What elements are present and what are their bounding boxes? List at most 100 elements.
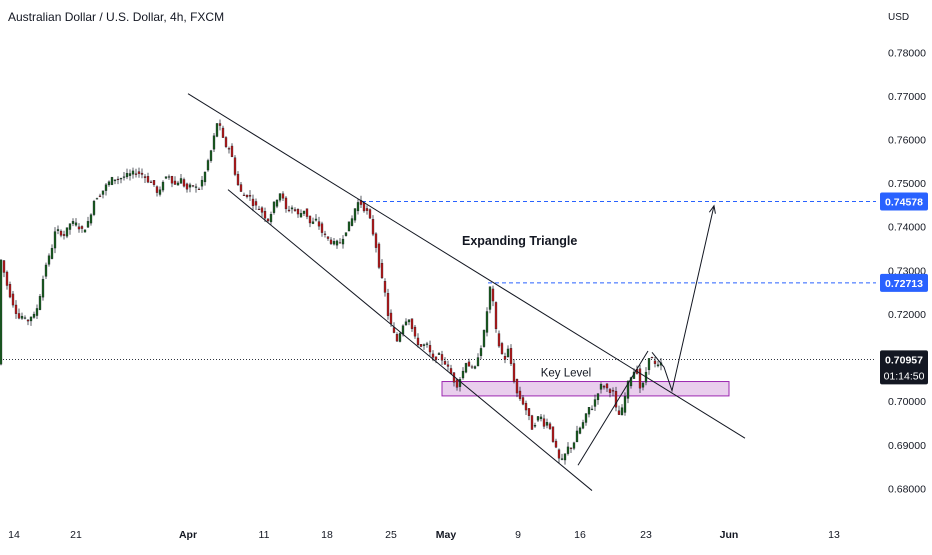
candle <box>299 209 303 218</box>
candle <box>20 312 24 320</box>
candle <box>53 227 57 254</box>
candle <box>617 405 621 415</box>
pattern-annotation: Expanding Triangle <box>462 234 577 248</box>
candle <box>335 239 339 249</box>
candle <box>194 183 198 193</box>
x-tick-label: 18 <box>321 529 333 541</box>
price-tag <box>880 192 928 211</box>
candle <box>245 194 249 199</box>
candle <box>413 324 417 339</box>
candle <box>71 218 75 227</box>
candle <box>149 180 153 183</box>
candle <box>338 238 342 244</box>
candle <box>419 343 423 348</box>
candle <box>311 217 315 225</box>
candle <box>164 176 168 180</box>
candle <box>494 301 498 333</box>
candle <box>59 229 63 238</box>
candle <box>26 319 30 326</box>
candle <box>230 143 234 158</box>
upper-trendline <box>187 93 746 439</box>
candle <box>512 359 516 384</box>
candle <box>158 186 162 197</box>
candle <box>488 286 492 314</box>
candle <box>614 386 618 412</box>
candle <box>536 415 540 422</box>
y-tick-label: 0.78000 <box>888 47 926 59</box>
candle <box>317 216 321 230</box>
candle <box>38 293 42 311</box>
candle <box>347 221 351 232</box>
candle <box>65 227 69 239</box>
candle <box>518 386 522 401</box>
candle <box>263 207 267 222</box>
candle <box>122 171 126 181</box>
candle <box>254 198 258 211</box>
candle <box>293 207 297 212</box>
candle <box>152 180 156 187</box>
key-level-zone <box>441 381 730 397</box>
candle <box>440 350 444 366</box>
currency-label: USD <box>888 12 909 23</box>
candle <box>314 214 318 222</box>
candle <box>461 367 465 380</box>
x-tick-label: 16 <box>574 529 586 541</box>
candle <box>173 176 177 186</box>
candle <box>290 205 294 214</box>
candle <box>464 362 468 374</box>
candle <box>344 232 348 237</box>
candle <box>656 360 660 368</box>
candle <box>320 221 324 237</box>
candle <box>5 270 9 290</box>
candle <box>482 329 486 348</box>
countdown-label: 01:14:50 <box>884 370 925 382</box>
candle <box>584 413 588 426</box>
candle <box>50 244 54 260</box>
candle <box>485 307 489 337</box>
candle <box>563 453 567 465</box>
x-tick-label: 13 <box>828 529 840 541</box>
candle <box>497 330 501 348</box>
candle <box>575 425 579 443</box>
candle <box>104 182 108 196</box>
candle <box>578 426 582 435</box>
candle <box>506 345 510 358</box>
levels-layer <box>0 201 876 360</box>
candle <box>281 191 285 202</box>
chart-title: Australian Dollar / U.S. Dollar, 4h, FXC… <box>8 10 225 24</box>
candle <box>101 190 105 199</box>
candle <box>185 182 189 193</box>
candle <box>458 376 462 392</box>
candle <box>98 193 102 198</box>
candle <box>167 174 171 180</box>
candle <box>17 308 21 320</box>
candle <box>206 158 210 172</box>
candle <box>572 441 576 451</box>
candle <box>500 341 504 355</box>
candle <box>284 196 288 213</box>
candle <box>329 237 333 246</box>
candle <box>596 393 600 405</box>
candle <box>209 149 213 163</box>
candle <box>125 168 129 180</box>
candle <box>365 205 369 215</box>
candle <box>593 394 597 412</box>
candle <box>422 343 426 350</box>
candle <box>44 262 48 279</box>
candle <box>257 205 261 211</box>
candle <box>14 300 18 319</box>
candle <box>182 177 186 188</box>
candle <box>377 242 381 270</box>
candle <box>92 199 96 217</box>
candle <box>545 418 549 429</box>
candle <box>170 175 174 188</box>
candle <box>332 238 336 246</box>
candle <box>278 193 282 203</box>
candle <box>416 333 420 348</box>
candle <box>260 206 264 218</box>
candle <box>47 253 51 267</box>
y-tick-label: 0.69000 <box>888 440 926 452</box>
candle <box>620 404 624 416</box>
